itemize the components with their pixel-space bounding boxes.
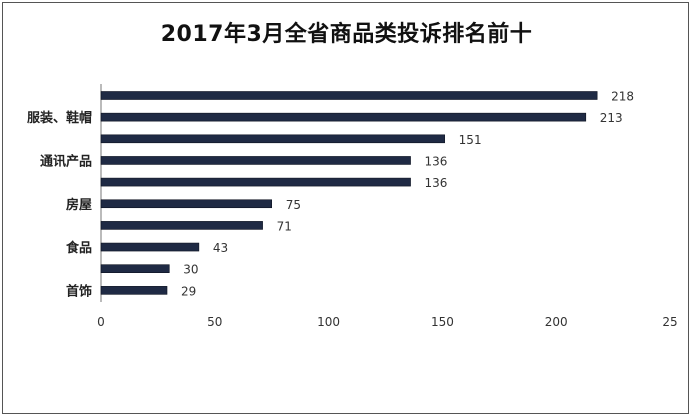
data-label: 136: [425, 154, 448, 168]
data-label: 71: [277, 219, 292, 233]
bar: [100, 91, 598, 100]
bar: [100, 199, 272, 209]
bar: [100, 156, 411, 165]
x-tick-label: 200: [545, 315, 568, 329]
category-label: 服装、鞋帽: [27, 110, 92, 126]
category-label: 房屋: [66, 197, 92, 213]
category-label: 食品: [66, 240, 92, 256]
data-label: 213: [600, 111, 623, 125]
bar: [100, 134, 445, 144]
data-label: 136: [425, 176, 448, 190]
bar: [100, 177, 411, 187]
x-tick-label: 25: [662, 315, 677, 329]
category-label: 首饰: [66, 283, 92, 299]
bar: [100, 264, 170, 274]
bar: [100, 112, 587, 122]
x-tick-label: 0: [97, 315, 105, 329]
category-label: 通讯产品: [40, 153, 92, 169]
data-label: 75: [286, 198, 301, 212]
data-label: 151: [459, 133, 482, 147]
data-label: 30: [183, 263, 198, 277]
chart-title: 2017年3月全省商品类投诉排名前十: [160, 22, 533, 47]
x-tick-label: 50: [207, 315, 222, 329]
data-label: 218: [611, 90, 634, 104]
bar: [100, 286, 168, 295]
x-tick-label: 150: [431, 315, 454, 329]
data-label: 29: [181, 284, 196, 298]
bar: [100, 242, 200, 252]
data-label: 43: [213, 241, 228, 255]
bar: [100, 221, 263, 230]
x-tick-label: 100: [317, 315, 340, 329]
